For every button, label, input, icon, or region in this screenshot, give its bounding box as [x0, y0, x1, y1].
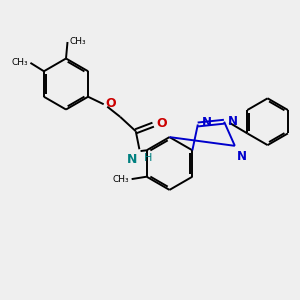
Text: N: N [202, 116, 212, 129]
Text: O: O [156, 117, 167, 130]
Text: H: H [144, 153, 152, 164]
Text: CH₃: CH₃ [113, 175, 130, 184]
Text: CH₃: CH₃ [70, 38, 86, 46]
Text: O: O [105, 97, 116, 110]
Text: N: N [127, 153, 137, 167]
Text: N: N [237, 150, 247, 163]
Text: CH₃: CH₃ [11, 58, 28, 67]
Text: N: N [228, 115, 238, 128]
